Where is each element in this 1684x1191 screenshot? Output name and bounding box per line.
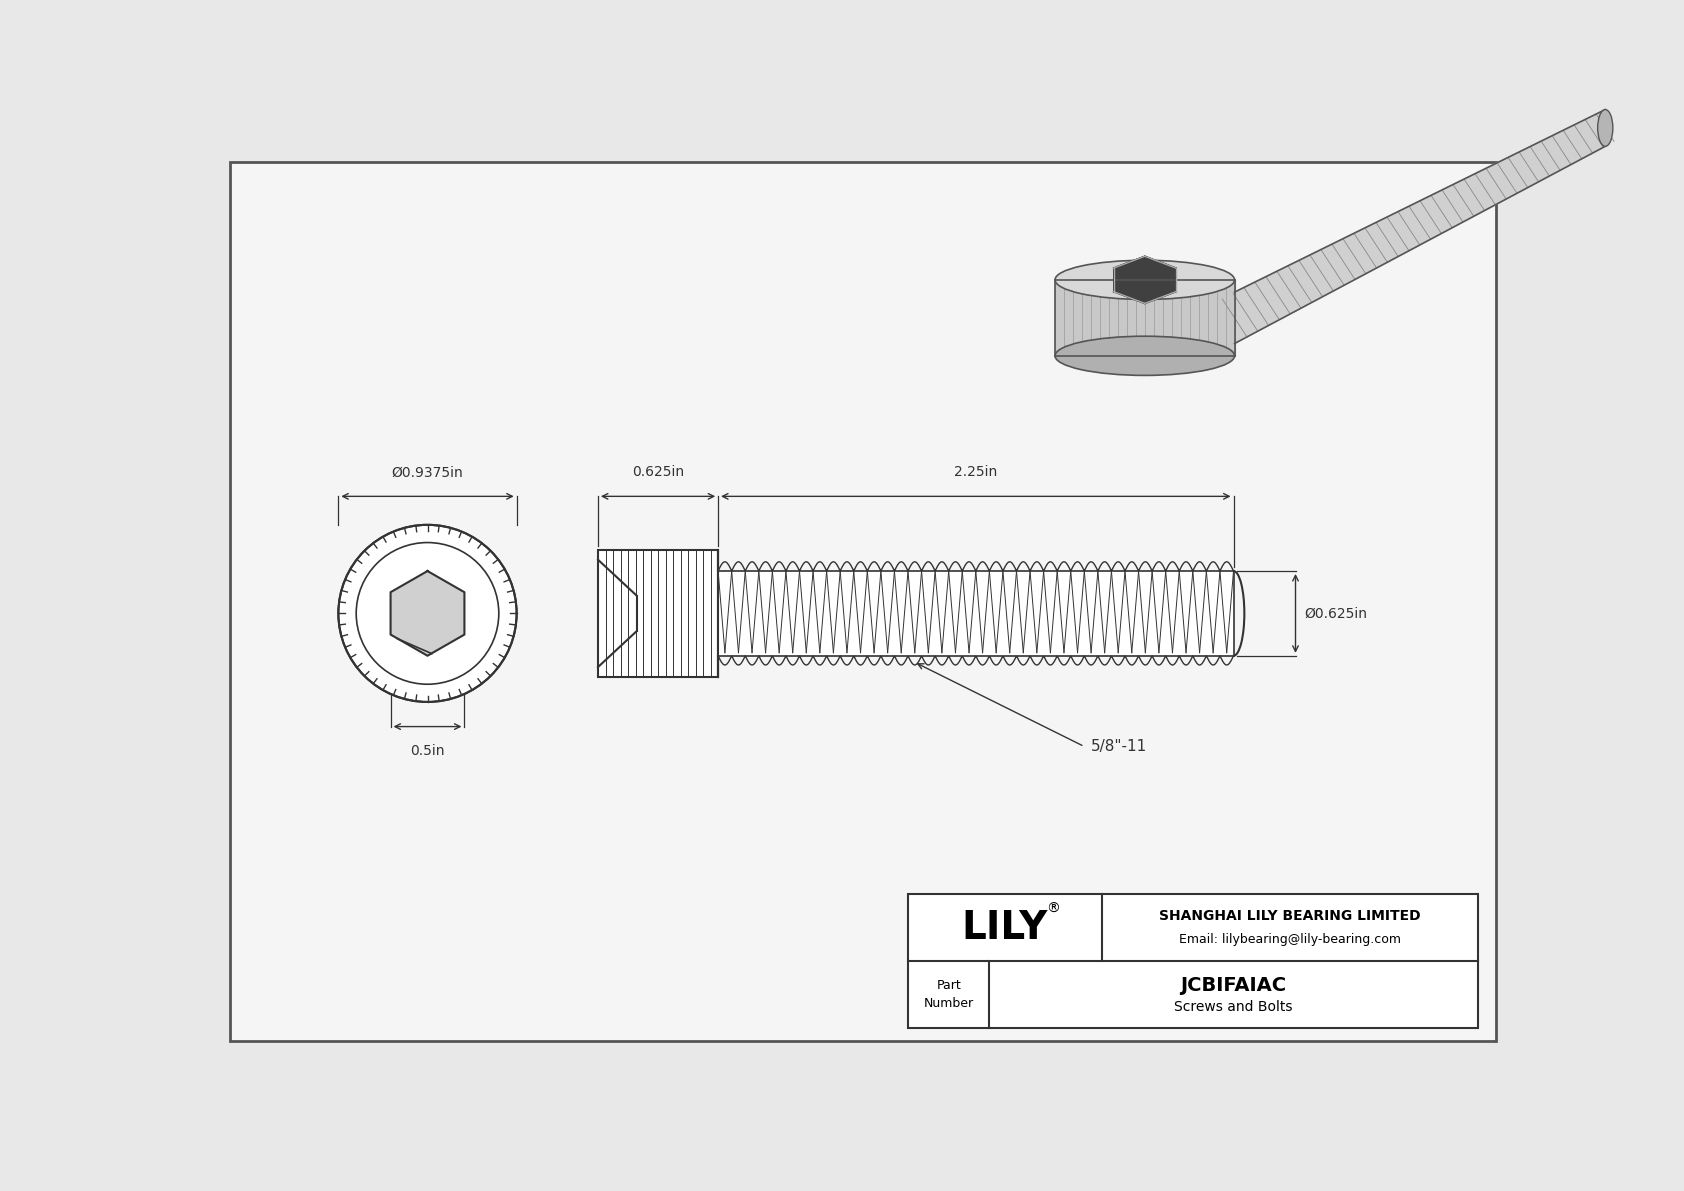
Text: 0.5in: 0.5in <box>411 743 445 757</box>
Ellipse shape <box>1598 110 1613 146</box>
Bar <box>598 550 717 676</box>
Text: Screws and Bolts: Screws and Bolts <box>1174 1000 1293 1015</box>
Ellipse shape <box>1054 261 1234 299</box>
Text: 5/8"-11: 5/8"-11 <box>1091 740 1147 754</box>
Polygon shape <box>391 570 465 656</box>
Circle shape <box>357 543 498 685</box>
Text: ®: ® <box>1046 902 1059 916</box>
Text: Email: lilybearing@lily-bearing.com: Email: lilybearing@lily-bearing.com <box>1179 933 1401 946</box>
Text: JCBIFAIAC: JCBIFAIAC <box>1180 975 1287 994</box>
Text: 0.625in: 0.625in <box>632 466 684 480</box>
Polygon shape <box>1234 110 1605 343</box>
Text: SHANGHAI LILY BEARING LIMITED: SHANGHAI LILY BEARING LIMITED <box>1159 909 1421 923</box>
Polygon shape <box>1113 256 1175 304</box>
Text: Ø0.625in: Ø0.625in <box>1305 606 1367 621</box>
Bar <box>908 894 1477 1028</box>
Text: LILY: LILY <box>962 909 1047 947</box>
Text: Part
Number: Part Number <box>923 979 973 1010</box>
Text: Ø0.9375in: Ø0.9375in <box>392 466 463 480</box>
Polygon shape <box>1054 280 1234 356</box>
Circle shape <box>338 525 517 701</box>
Bar <box>717 570 1233 656</box>
Text: 2.25in: 2.25in <box>955 466 997 480</box>
Ellipse shape <box>1054 336 1234 375</box>
